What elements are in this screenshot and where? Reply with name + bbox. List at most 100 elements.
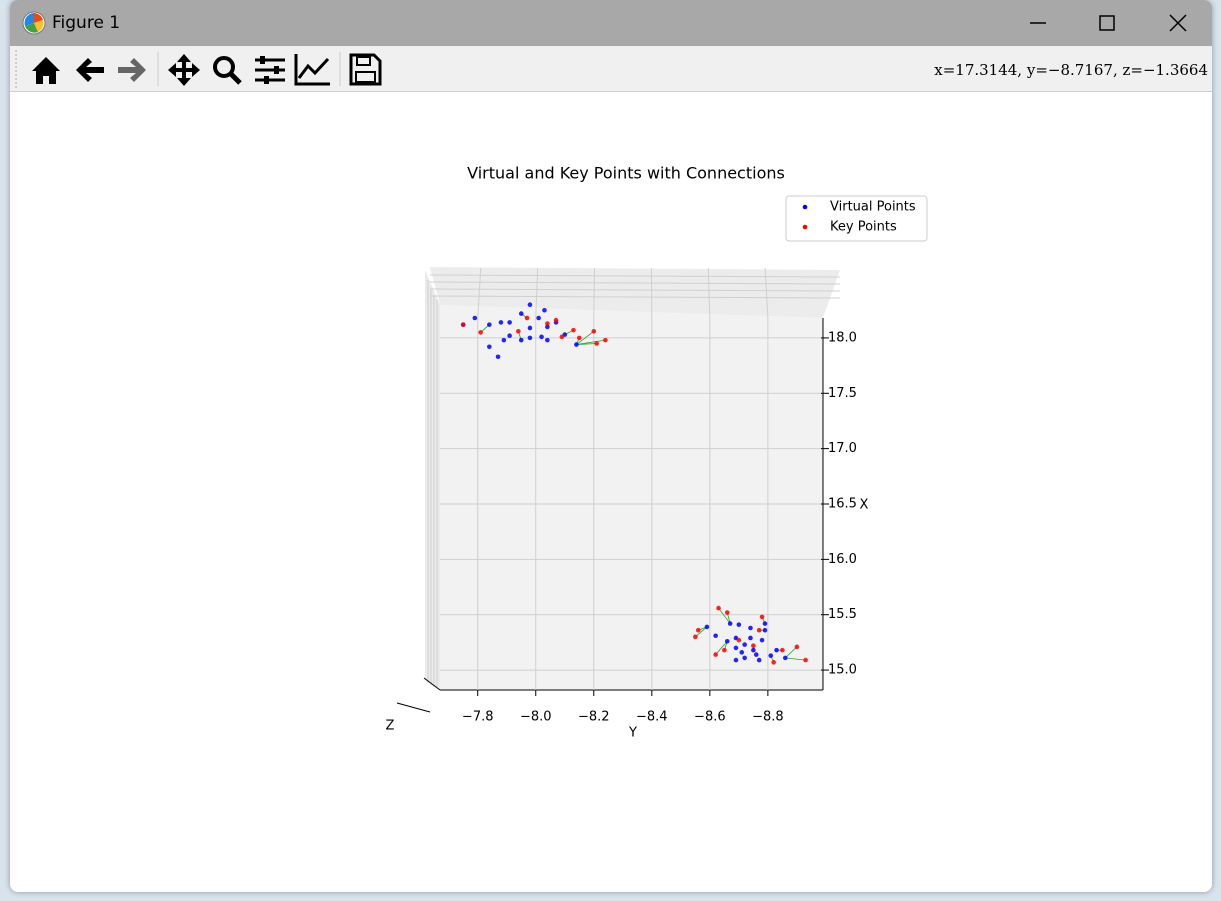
point <box>545 321 550 326</box>
point <box>782 655 788 661</box>
zoom-button[interactable] <box>213 56 242 85</box>
title-bar: Figure 1 <box>10 0 1212 46</box>
app-icon <box>22 11 46 35</box>
point <box>748 625 753 631</box>
pan-button[interactable] <box>168 54 200 86</box>
chart: Virtual and Key Points with Connections … <box>386 164 928 741</box>
y-tick-label: −8.6 <box>694 710 726 725</box>
point <box>762 627 768 633</box>
point <box>574 342 579 347</box>
y-tick-label: −8.4 <box>636 710 668 725</box>
point <box>759 614 765 620</box>
maximize-button[interactable] <box>1099 15 1115 31</box>
point <box>724 638 730 644</box>
back-button[interactable] <box>76 58 104 82</box>
x-tick-label: 17.5 <box>828 386 857 401</box>
point <box>576 335 582 341</box>
point <box>748 635 753 641</box>
save-button[interactable] <box>349 53 382 86</box>
y-tick-label: −8.8 <box>752 710 784 725</box>
top-pane <box>430 267 840 318</box>
x-tick-label: 16.0 <box>828 552 857 567</box>
point <box>794 644 800 650</box>
point <box>571 327 576 333</box>
grid-line <box>593 267 596 690</box>
home-button[interactable] <box>32 57 60 84</box>
side-grid <box>427 280 438 688</box>
point <box>527 325 533 331</box>
legend-label: Key Points <box>830 220 897 235</box>
point <box>736 637 742 643</box>
point <box>603 337 608 343</box>
point <box>518 311 524 316</box>
point <box>559 334 565 340</box>
point <box>733 657 739 663</box>
forward-button[interactable] <box>118 58 146 82</box>
point <box>507 320 512 325</box>
y-tick-label: −8.2 <box>578 710 610 725</box>
point <box>539 334 544 340</box>
point <box>756 657 762 663</box>
point <box>742 655 747 661</box>
x-tick-label: 17.0 <box>828 441 857 456</box>
point <box>724 610 730 615</box>
point <box>756 627 762 633</box>
point <box>722 647 727 653</box>
point <box>518 337 524 343</box>
point <box>727 621 733 626</box>
legend-marker <box>802 224 808 230</box>
z-axis-line <box>396 677 441 713</box>
legend-box <box>785 195 928 242</box>
point <box>594 341 599 346</box>
point <box>478 330 483 335</box>
point <box>768 653 774 658</box>
point <box>498 320 504 325</box>
grid-line <box>477 267 482 690</box>
z-axis-label: Z <box>386 719 395 734</box>
point <box>739 650 745 655</box>
point <box>495 354 501 360</box>
point <box>751 647 756 653</box>
point <box>507 333 512 339</box>
pane-grid <box>429 274 841 299</box>
point <box>524 315 530 321</box>
point <box>501 337 507 343</box>
point <box>545 324 550 330</box>
point <box>591 328 597 334</box>
edit-axes-button[interactable] <box>294 54 330 86</box>
configure-button[interactable] <box>255 56 285 84</box>
legend-label: Virtual Points <box>830 200 916 215</box>
connection <box>785 657 806 661</box>
point <box>762 621 768 626</box>
point <box>536 315 541 321</box>
connection <box>715 641 728 655</box>
grid-line <box>535 267 539 690</box>
grid-line <box>707 267 711 690</box>
point <box>736 622 742 627</box>
x-tick-label: 18.0 <box>828 330 857 345</box>
point <box>759 637 765 643</box>
y-tick-label: −7.8 <box>462 710 494 725</box>
point <box>774 647 779 653</box>
point <box>487 322 492 327</box>
y-tick-label: −8.0 <box>520 710 552 725</box>
connection <box>576 330 595 345</box>
point <box>472 315 478 321</box>
connection <box>576 343 597 345</box>
point <box>695 627 701 633</box>
toolbar: x=17.3144, y=−8.7167, z=−1.3664 <box>10 46 1212 92</box>
point <box>704 624 710 630</box>
toolbar-icons <box>15 50 382 88</box>
point <box>516 328 521 334</box>
grid-line <box>764 267 769 690</box>
connection <box>785 646 798 659</box>
point <box>716 605 721 611</box>
point <box>545 337 550 343</box>
point <box>542 307 547 313</box>
close-button[interactable] <box>1169 14 1187 32</box>
point <box>713 652 718 657</box>
x-axis-label: X <box>860 498 869 513</box>
window-controls <box>1030 14 1187 32</box>
point <box>693 634 698 640</box>
point <box>780 647 785 653</box>
